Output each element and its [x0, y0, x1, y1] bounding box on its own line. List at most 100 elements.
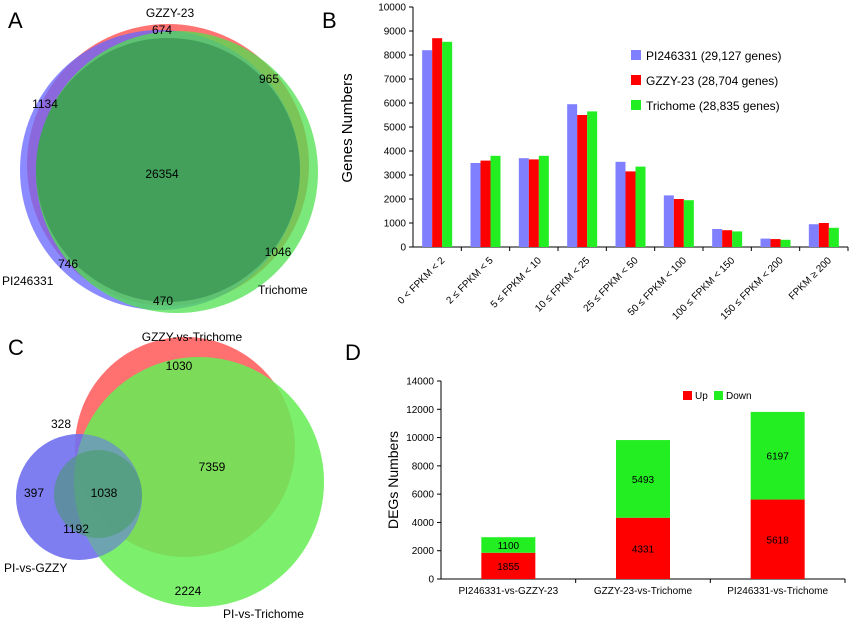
- chart-b-y-tick-label: 3000: [384, 171, 407, 182]
- panel-b-letter: B: [322, 8, 337, 33]
- legend-b-label-pi: PI246331 (29,127 genes): [646, 49, 781, 63]
- chart-d-y-tick-label: 12000: [406, 405, 434, 416]
- venn-a-value-trichome-only: 1046: [265, 245, 292, 259]
- venn-c-value-gt-pg: 328: [51, 417, 71, 431]
- panel-b: B Genes Numbers 0 1000 2000 3000 4000 5000 600…: [322, 3, 849, 322]
- chart-b-y-tick-label: 5000: [384, 123, 407, 134]
- chart-d-bar-segment: [481, 537, 536, 553]
- chart-d-x-tick-label: GZZY-23-vs-Trichome: [594, 586, 693, 597]
- chart-b-bar: [808, 224, 819, 247]
- chart-d-y-tick-label: 8000: [412, 461, 435, 472]
- legend-b-label-trichome: Trichome (28,835 genes): [646, 99, 780, 113]
- chart-b-y-tick-label: 10000: [378, 3, 406, 14]
- chart-b-x-tick-label: 2 ≤ FPKM < 5: [444, 255, 495, 306]
- chart-b-y-tick-label: 1000: [384, 219, 407, 230]
- panel-d-letter: D: [345, 340, 361, 365]
- venn-c-value-pt-only: 2224: [175, 584, 202, 598]
- chart-b-y-tick-label: 8000: [384, 51, 407, 62]
- legend-b-swatch-gzzy: [631, 75, 641, 85]
- chart-d-y-tick-label: 0: [428, 575, 434, 586]
- chart-d-y-tick-label: 2000: [412, 546, 435, 557]
- chart-b-y-tick-label: 7000: [384, 75, 407, 86]
- legend-d-label-down: Down: [726, 391, 752, 402]
- venn-c-value-gt-only: 1030: [166, 359, 193, 373]
- chart-b-bar: [673, 199, 684, 247]
- chart-d-data-label: 1855: [497, 562, 520, 573]
- chart-b-legend: PI246331 (29,127 genes) GZZY-23 (28,704 …: [631, 49, 781, 113]
- chart-b-bar: [818, 223, 829, 247]
- chart-d-data-label: 6197: [767, 452, 790, 463]
- chart-b-bar: [567, 104, 578, 247]
- chart-b-bar: [518, 158, 529, 247]
- chart-d-data-label: 5493: [632, 475, 655, 486]
- chart-d-bar-segment: [750, 411, 805, 500]
- chart-d-data-label: 4331: [632, 544, 655, 555]
- chart-b-y-tick-label: 6000: [384, 99, 407, 110]
- chart-b-bar: [732, 231, 743, 247]
- venn-a-value-gzzy-trichome: 965: [259, 72, 279, 86]
- chart-d-ylabel: DEGs Numbers: [385, 431, 401, 529]
- venn-c-label-gzzy-trichome: GZZY-vs-Trichome: [142, 330, 243, 344]
- chart-b-bar: [712, 229, 723, 247]
- chart-b-bar: [490, 155, 501, 247]
- legend-b-swatch-trichome: [631, 100, 641, 110]
- venn-c-value-pg-only: 397: [24, 486, 44, 500]
- venn-a-label-pi: PI246331: [2, 274, 54, 288]
- chart-d-legend: Up Down: [683, 391, 752, 402]
- chart-d-bar-segment: [616, 440, 670, 518]
- venn-a-value-gzzy-only: 674: [152, 23, 172, 37]
- chart-d-bar-segment: [616, 517, 670, 579]
- venn-a-value-pi-only: 746: [58, 257, 78, 271]
- chart-d-y-tick-label: 4000: [412, 518, 435, 529]
- chart-b-bar: [615, 161, 626, 247]
- panel-a-letter: A: [8, 8, 23, 33]
- legend-b-swatch-pi: [631, 50, 641, 60]
- venn-a-value-pi-trichome: 470: [153, 294, 173, 308]
- venn-c-value-gt-pt: 7359: [199, 460, 226, 474]
- venn-a-label-gzzy: GZZY-23: [146, 6, 195, 20]
- chart-b-bar: [577, 115, 588, 247]
- venn-a-value-gzzy-pi: 1134: [32, 97, 58, 111]
- venn-a-value-all: 26354: [145, 167, 179, 181]
- legend-d-swatch-up: [683, 391, 692, 400]
- chart-b-x-tick-label: 0 < FPKM < 2: [396, 255, 448, 307]
- chart-b-bar: [432, 38, 443, 248]
- chart-d-data-label: 5618: [767, 535, 790, 546]
- chart-b-x-tick-label: 5 ≤ FPKM < 10: [489, 255, 544, 310]
- chart-b-bar: [538, 155, 549, 247]
- chart-b-bar: [663, 195, 674, 247]
- chart-d-plot: 0 2000 4000 6000 8000 10000 12000 14000 1855 1100…: [406, 377, 846, 597]
- venn-a-center-circle: [36, 38, 300, 302]
- chart-b-bar: [442, 41, 453, 247]
- chart-b-bar: [760, 238, 771, 247]
- chart-d-x-tick-label: PI246331-vs-GZZY-23: [458, 586, 558, 597]
- panel-a: A GZZY-23 PI246331 Trichome 674 1134 965…: [2, 6, 318, 313]
- venn-c-value-pg-pt: 1192: [63, 522, 89, 536]
- chart-b-bar: [470, 163, 481, 247]
- chart-b-bar: [683, 200, 694, 247]
- chart-b-bar: [635, 166, 646, 247]
- chart-b-bar: [722, 230, 733, 247]
- venn-c-pi-trichome-overlay: [74, 357, 324, 607]
- venn-a-label-trichome: Trichome: [258, 283, 308, 297]
- chart-b-bar: [770, 239, 781, 247]
- panel-c: C GZZY-vs-Trichome PI-vs-GZZY PI-vs-Tric…: [4, 330, 324, 621]
- chart-b-bar: [480, 160, 491, 247]
- venn-c-label-pi-gzzy: PI-vs-GZZY: [4, 561, 67, 575]
- chart-b-bar: [828, 227, 839, 247]
- chart-b-x-tick-label: FPKM ≥ 200: [787, 255, 834, 302]
- venn-c-center-circle: [54, 450, 142, 538]
- legend-b-label-gzzy: GZZY-23 (28,704 genes): [646, 74, 778, 88]
- venn-c-pi-trichome-circle: [74, 357, 324, 607]
- legend-d-label-up: Up: [695, 391, 708, 402]
- chart-b-bar: [587, 111, 598, 248]
- venn-c-value-all: 1038: [91, 486, 118, 500]
- chart-d-y-tick-label: 14000: [406, 377, 434, 388]
- chart-d-y-tick-label: 6000: [412, 490, 435, 501]
- chart-b-bar: [780, 239, 791, 247]
- chart-b-bar: [422, 50, 433, 248]
- panel-d: D DEGs Numbers 0 2000 4000 6000 8000 10000 120…: [345, 340, 846, 597]
- chart-b-y-tick-label: 9000: [384, 27, 407, 38]
- chart-d-y-tick-label: 10000: [406, 433, 434, 444]
